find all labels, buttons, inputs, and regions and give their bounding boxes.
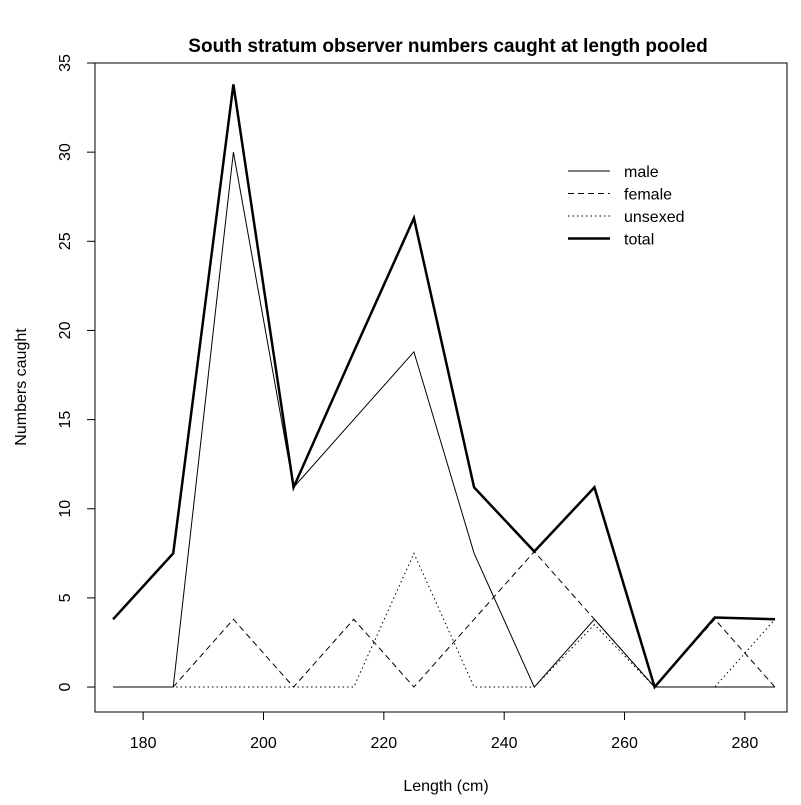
x-tick-label: 260: [611, 735, 638, 752]
x-tick-label: 280: [732, 735, 759, 752]
series-layer: [112, 84, 776, 690]
legend-label-male: male: [624, 164, 659, 181]
y-tick-label: 30: [57, 143, 74, 161]
y-tick-label: 20: [57, 321, 74, 339]
x-axis: 180 200 220 240 260 280: [130, 712, 759, 752]
legend-label-unsexed: unsexed: [624, 209, 685, 226]
x-tick-label: 200: [250, 735, 277, 752]
series-line-total: [112, 84, 776, 690]
y-tick-label: 0: [57, 682, 74, 691]
series-line-male: [113, 152, 775, 688]
y-tick-label: 5: [57, 593, 74, 602]
y-tick-label: 15: [57, 411, 74, 429]
legend: male female unsexed total: [568, 164, 685, 249]
chart-title: South stratum observer numbers caught at…: [188, 36, 707, 57]
x-tick-label: 240: [491, 735, 518, 752]
x-tick-label: 180: [130, 735, 157, 752]
y-tick-label: 25: [57, 232, 74, 250]
x-axis-label: Length (cm): [403, 778, 488, 795]
x-tick-label: 220: [370, 735, 397, 752]
plot-frame: [94, 62, 788, 713]
y-tick-label: 10: [57, 500, 74, 518]
y-tick-label: 35: [57, 54, 74, 72]
legend-label-female: female: [624, 187, 672, 204]
legend-label-total: total: [624, 232, 654, 249]
y-axis: 0 5 10 15 20 25 30 35: [57, 54, 95, 691]
series-line-unsexed: [113, 552, 776, 688]
y-axis-label: Numbers caught: [13, 328, 30, 446]
